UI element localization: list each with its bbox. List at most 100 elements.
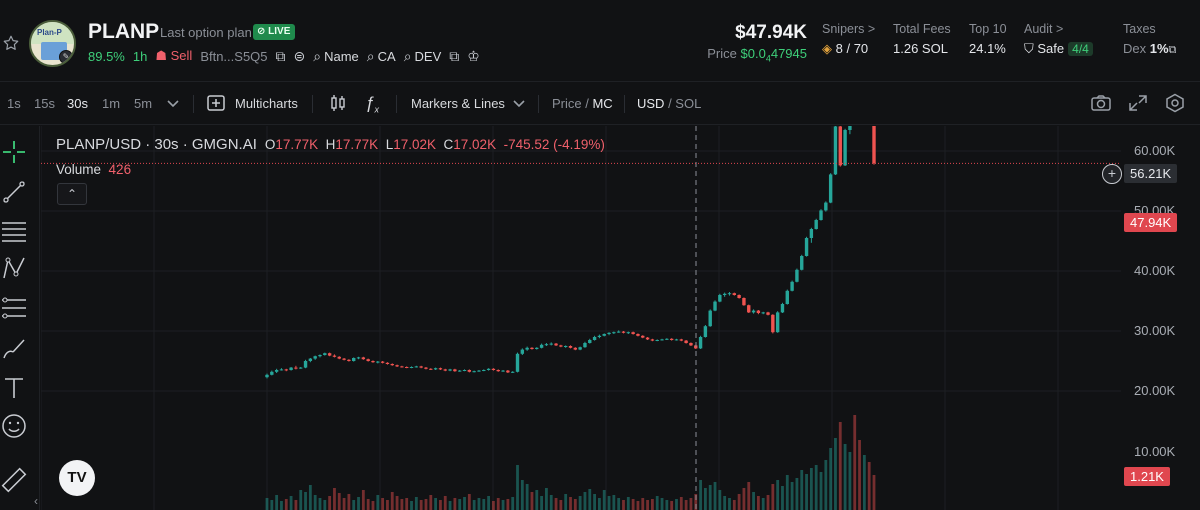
candle-body [270,371,274,375]
collapse-toolbar-icon[interactable]: ‹ [34,494,38,508]
collapse-legend-button[interactable]: ⌃ [57,183,87,205]
audit-score: 4/4 [1068,42,1093,56]
volume-bar [410,501,413,510]
volume-bar [814,465,818,510]
interval-1s[interactable]: 1s [7,96,21,111]
volume-bar [333,488,336,510]
candle-body [727,293,732,295]
fib-icon[interactable] [0,294,28,322]
last-price-tag: 47.94K [1124,213,1178,232]
search-ca-link[interactable]: ⌕ CA [366,47,396,64]
volume-value: 426 [108,162,132,177]
multicharts-button[interactable]: Multicharts [235,96,298,111]
candle-body [843,130,847,166]
settings-icon[interactable] [1164,93,1186,113]
markers-lines-button[interactable]: Markers & Lines [411,96,505,111]
candle-body [549,343,553,345]
volume-bar [636,501,640,510]
volume-bar [313,495,317,510]
volume-bar [549,495,553,510]
price-mc-toggle[interactable]: Price / MC [552,96,613,111]
price-chart[interactable]: PLANP/USD · 30s · GMGN.AI O17.77K H17.77… [41,126,1200,510]
token-address[interactable]: Bftn...S5Q5 [200,48,268,64]
chevron-down-icon[interactable] [508,93,530,113]
volume-bar [626,497,630,510]
token-header: Plan-P ✎ PLANP Last option plan ⊘ LIVE 8… [0,0,1200,82]
candle-body [477,370,481,372]
volume-bar [747,482,751,510]
candle-body [790,281,794,291]
chevron-down-icon[interactable] [162,93,184,113]
candle-body [323,353,327,355]
interval-15s[interactable]: 15s [34,96,55,111]
volume-bar [463,497,466,510]
candle-body [457,370,462,372]
volume-bar [655,496,659,510]
candle-body [308,358,313,361]
volume-bar [713,482,717,510]
candle-body [535,347,539,349]
interval-1m[interactable]: 1m [102,96,121,111]
tradingview-logo[interactable]: TV [59,460,95,496]
volume-bar [607,496,611,510]
candle-body [274,370,279,372]
volume-bar [318,498,322,510]
candle-body [684,340,688,343]
add-chart-icon[interactable] [205,93,227,113]
camera-icon[interactable] [1090,93,1112,113]
candle-body [824,202,828,211]
copy-icon[interactable]: ⧉ [1168,44,1177,56]
ruler-icon[interactable] [0,466,28,494]
volume-bar [559,500,563,510]
volume-bar [737,494,741,510]
interval-30s[interactable]: 30s [67,96,88,111]
y-tick: 10.00K [1134,444,1176,459]
add-alert-icon[interactable]: + [1102,164,1122,184]
volume-bar [684,500,688,510]
snipers-stat[interactable]: Snipers > ◈ 8 / 70 [822,22,876,56]
ohlc-high: 17.77K [335,137,379,152]
token-avatar[interactable]: Plan-P ✎ [29,20,76,67]
crown-icon[interactable]: ♔ [467,47,480,64]
candle-body [327,353,332,356]
chart-canvas[interactable] [41,126,1200,510]
candle-body [650,339,655,341]
star-icon[interactable] [2,34,20,52]
candle-body [539,344,544,348]
search-name-link[interactable]: ⌕ Name [313,47,359,64]
candle-body [838,126,842,166]
external-link-icon[interactable]: ⧉ [449,47,460,64]
search-dev-link[interactable]: ⌕ DEV [403,47,442,64]
volume-bar [699,480,702,510]
volume-bar [496,498,500,510]
volume-bar [771,484,775,510]
candles-icon[interactable] [327,93,349,113]
fullscreen-icon[interactable] [1127,93,1149,113]
volume-bar [569,497,572,510]
pattern-icon[interactable] [0,254,28,282]
menu-circle-icon[interactable]: ⊜ [293,47,306,64]
copy-icon[interactable]: ⧉ [275,47,286,64]
candle-body [525,347,529,350]
horizontal-lines-icon[interactable] [0,216,28,244]
candle-body [342,358,346,360]
candle-body [674,339,679,341]
text-icon[interactable] [0,374,28,402]
indicators-icon[interactable]: ƒx [365,93,379,115]
candle-body [588,340,592,343]
trend-line-icon[interactable] [0,178,28,206]
candle-body [819,210,823,220]
emoji-icon[interactable] [0,412,28,440]
usd-sol-toggle[interactable]: USD / SOL [637,96,702,111]
candle-body [641,335,645,338]
volume-bar [414,497,418,510]
volume-bar [848,452,852,510]
brush-icon[interactable] [0,334,28,362]
crosshair-icon[interactable] [0,138,28,166]
token-subtitle: Last option plan [160,25,252,40]
audit-stat[interactable]: Audit > ⛉ Safe 4/4 [1024,22,1093,57]
candle-body [722,293,727,295]
volume-bar [424,499,428,510]
candle-body [501,370,505,372]
interval-5m[interactable]: 5m [134,96,153,111]
